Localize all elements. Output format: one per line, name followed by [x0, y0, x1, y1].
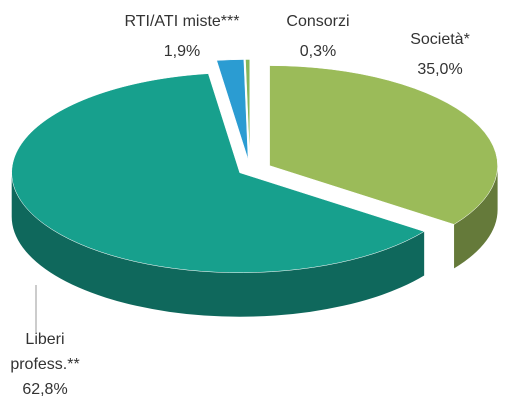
slice-value: 0,3%	[300, 43, 336, 60]
slice-side	[454, 165, 498, 269]
slice-side	[11, 172, 425, 317]
slice-name: RTI/ATI miste***	[125, 13, 240, 30]
slice-label: Liberi profess.** 62,8%	[8, 327, 82, 400]
slice	[245, 59, 251, 160]
slice-value: 1,9%	[164, 43, 200, 60]
slice-name: Liberi profess.**	[10, 331, 80, 373]
slice-value: 62,8%	[22, 381, 68, 398]
slice-value: 35,0%	[417, 61, 462, 78]
slice-name: Consorzi	[286, 13, 349, 30]
slice	[216, 59, 249, 160]
slice	[269, 65, 498, 225]
slice-name: Società*	[410, 31, 470, 48]
slice	[11, 73, 425, 273]
